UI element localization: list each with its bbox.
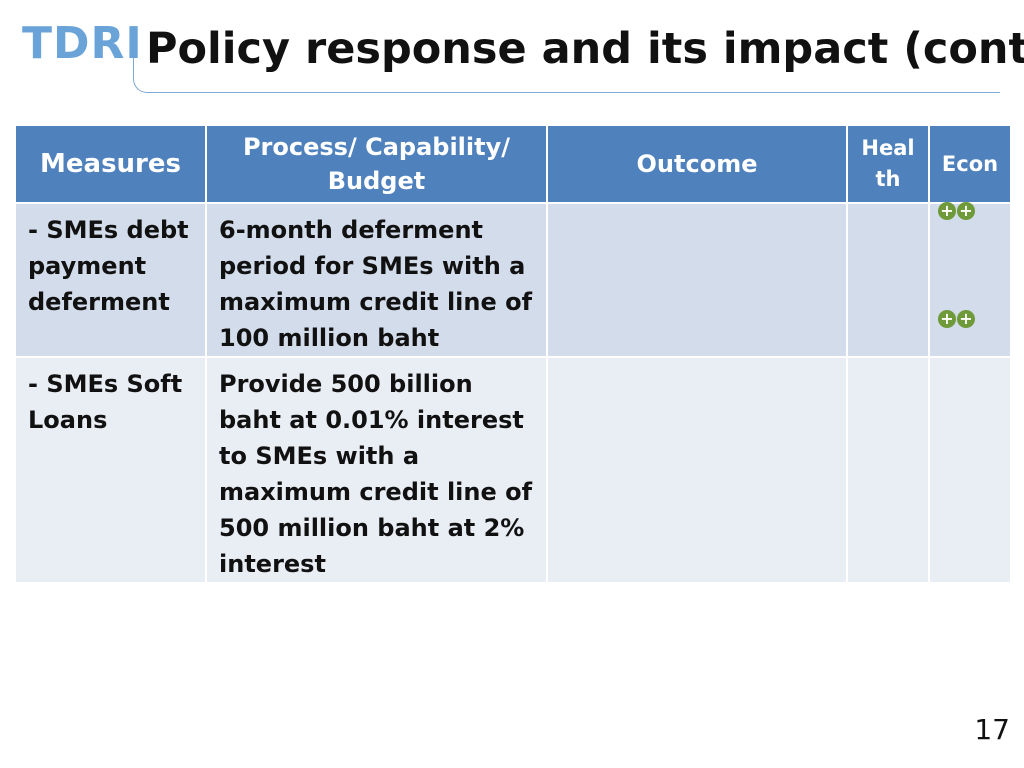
econ-cell bbox=[928, 356, 1012, 584]
econ-impact-marker: + + bbox=[938, 310, 975, 328]
plus-circle-icon: + bbox=[938, 202, 956, 220]
measure-cell: - SMEs debt payment deferment bbox=[14, 202, 207, 358]
measure-text: - SMEs Soft Loans bbox=[28, 370, 183, 434]
title-divider bbox=[146, 92, 1000, 93]
plus-circle-icon: + bbox=[957, 310, 975, 328]
policy-measures-table: Measures Process/ Capability/ Budget Out… bbox=[14, 124, 1012, 584]
page-number: 17 bbox=[974, 713, 1010, 746]
header-outcome: Outcome bbox=[546, 124, 848, 204]
outcome-cell bbox=[546, 202, 848, 358]
process-text: Provide 500 billion baht at 0.01% intere… bbox=[219, 370, 533, 578]
measure-cell: - SMEs Soft Loans bbox=[14, 356, 207, 584]
table-row: - SMEs Soft Loans Provide 500 billion ba… bbox=[14, 356, 1012, 584]
plus-circle-icon: + bbox=[957, 202, 975, 220]
header-measures: Measures bbox=[14, 124, 207, 204]
table-row: - SMEs debt payment deferment 6-month de… bbox=[14, 202, 1012, 358]
slide-title: Policy response and its impact (cont.) bbox=[146, 24, 1024, 74]
outcome-text bbox=[548, 358, 846, 366]
econ-cell: + + + + bbox=[928, 202, 1012, 358]
econ-impact-marker: + + bbox=[938, 202, 975, 220]
outcome-cell bbox=[546, 356, 848, 584]
title-divider-curve bbox=[133, 58, 148, 93]
plus-circle-icon: + bbox=[938, 310, 956, 328]
measure-text: - SMEs debt payment deferment bbox=[28, 216, 189, 316]
health-cell bbox=[846, 356, 930, 584]
process-text: 6-month deferment period for SMEs with a… bbox=[219, 216, 533, 352]
header-econ: Econ bbox=[928, 124, 1012, 204]
tdri-logo: TDRI bbox=[22, 18, 143, 69]
health-text bbox=[848, 358, 928, 366]
header-process: Process/ Capability/ Budget bbox=[205, 124, 548, 204]
health-text bbox=[848, 204, 928, 212]
health-cell bbox=[846, 202, 930, 358]
process-cell: 6-month deferment period for SMEs with a… bbox=[205, 202, 548, 358]
table-header-row: Measures Process/ Capability/ Budget Out… bbox=[14, 124, 1012, 204]
header-health: Heal th bbox=[846, 124, 930, 204]
outcome-text bbox=[548, 204, 846, 212]
process-cell: Provide 500 billion baht at 0.01% intere… bbox=[205, 356, 548, 584]
